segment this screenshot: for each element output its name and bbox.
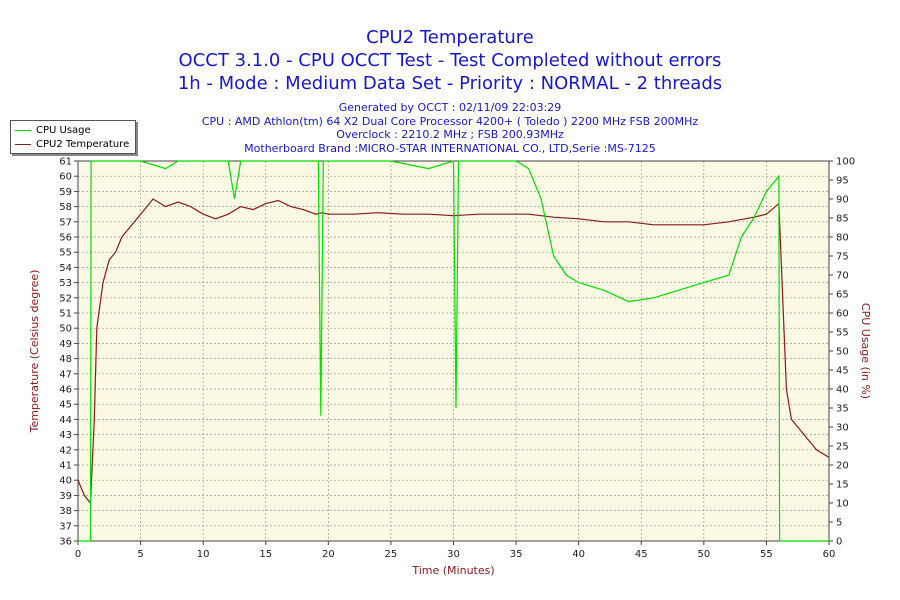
y-left-tick-label: 60 [59, 172, 72, 183]
x-tick-label: 10 [197, 549, 210, 560]
y-right-tick-label: 85 [836, 214, 849, 225]
chart-legend: CPU Usage CPU2 Temperature [10, 120, 136, 154]
y-right-tick-label: 60 [836, 309, 849, 320]
x-tick-label: 20 [322, 549, 335, 560]
y-right-tick-label: 25 [836, 442, 849, 453]
y-right-tick-label: 20 [836, 461, 849, 472]
series-line-cpu-usage [78, 160, 829, 542]
y-right-tick-label: 35 [836, 404, 849, 415]
y-left-tick-label: 61 [59, 157, 72, 168]
y-right-tick-label: 55 [836, 328, 849, 339]
x-tick-label: 60 [823, 549, 836, 560]
info-overclock: Overclock : 2210.2 MHz ; FSB 200.93MHz [336, 128, 564, 141]
legend-swatch-usage [15, 129, 31, 131]
y-left-tick-label: 44 [59, 415, 72, 426]
y-left-tick-label: 38 [59, 506, 72, 517]
y-left-tick-label: 50 [59, 324, 72, 335]
x-tick-label: 0 [75, 549, 81, 560]
y-left-tick-label: 49 [59, 339, 72, 350]
y-left-tick-label: 48 [59, 354, 72, 365]
legend-swatch-temperature [15, 143, 31, 145]
x-tick-label: 30 [447, 549, 460, 560]
legend-item-usage: CPU Usage [15, 124, 91, 136]
x-tick-label: 55 [760, 549, 773, 560]
y-right-tick-label: 45 [836, 366, 849, 377]
y-left-tick-label: 36 [59, 537, 72, 548]
y-left-tick-label: 53 [59, 278, 72, 289]
y-left-tick-label: 41 [59, 461, 72, 472]
y-right-tick-label: 75 [836, 252, 849, 263]
x-axis-label: Time (Minutes) [411, 564, 494, 577]
y-right-tick-label: 50 [836, 347, 849, 358]
y-right-tick-label: 10 [836, 499, 849, 510]
x-tick-label: 40 [572, 549, 585, 560]
y-left-tick-label: 43 [59, 430, 72, 441]
y-left-tick-label: 58 [59, 202, 72, 213]
y-left-tick-label: 46 [59, 385, 72, 396]
y-right-tick-label: 30 [836, 423, 849, 434]
y-left-tick-label: 39 [59, 491, 72, 502]
info-cpu: CPU : AMD Athlon(tm) 64 X2 Dual Core Pro… [201, 115, 699, 128]
y-right-tick-label: 15 [836, 480, 849, 491]
y-right-tick-label: 90 [836, 195, 849, 206]
y-left-tick-label: 52 [59, 293, 72, 304]
y-left-tick-label: 59 [59, 187, 72, 198]
y-left-tick-label: 56 [59, 233, 72, 244]
y-right-tick-label: 100 [836, 157, 855, 168]
info-generated: Generated by OCCT : 02/11/09 22:03:29 [338, 101, 562, 114]
x-tick-label: 5 [137, 549, 143, 560]
y-axis-label-right: CPU Usage (in %) [859, 303, 872, 399]
chart-subtitle-test: OCCT 3.1.0 - CPU OCCT Test - Test Comple… [178, 50, 722, 71]
y-right-tick-label: 95 [836, 176, 849, 187]
x-tick-label: 35 [510, 549, 523, 560]
y-right-tick-label: 80 [836, 233, 849, 244]
series-line-cpu2-temperature [77, 198, 830, 505]
legend-label-temperature: CPU2 Temperature [36, 138, 130, 150]
y-left-tick-label: 54 [59, 263, 72, 274]
legend-label-usage: CPU Usage [36, 124, 91, 136]
y-right-tick-label: 0 [836, 537, 842, 548]
y-axis-label-left: Temperature (Celsius degree) [28, 270, 41, 434]
y-left-tick-label: 40 [59, 476, 72, 487]
x-tick-label: 25 [385, 549, 398, 560]
chart-title: CPU2 Temperature [366, 27, 534, 48]
y-right-tick-label: 70 [836, 271, 849, 282]
info-motherboard: Motherboard Brand :MICRO-STAR INTERNATIO… [244, 142, 656, 155]
y-right-tick-label: 5 [836, 518, 842, 529]
y-right-tick-label: 65 [836, 290, 849, 301]
y-left-tick-label: 37 [59, 521, 72, 532]
x-tick-label: 50 [697, 549, 710, 560]
chart-subtitle-mode: 1h - Mode : Medium Data Set - Priority :… [177, 73, 723, 94]
y-left-tick-label: 42 [59, 445, 72, 456]
y-left-tick-label: 45 [59, 400, 72, 411]
y-right-tick-label: 40 [836, 385, 849, 396]
x-tick-label: 15 [259, 549, 272, 560]
y-left-tick-label: 51 [59, 309, 72, 320]
x-tick-label: 45 [635, 549, 648, 560]
y-left-tick-label: 55 [59, 248, 72, 259]
y-left-tick-label: 57 [59, 217, 72, 228]
y-left-tick-label: 47 [59, 369, 72, 380]
legend-item-temperature: CPU2 Temperature [15, 138, 129, 150]
